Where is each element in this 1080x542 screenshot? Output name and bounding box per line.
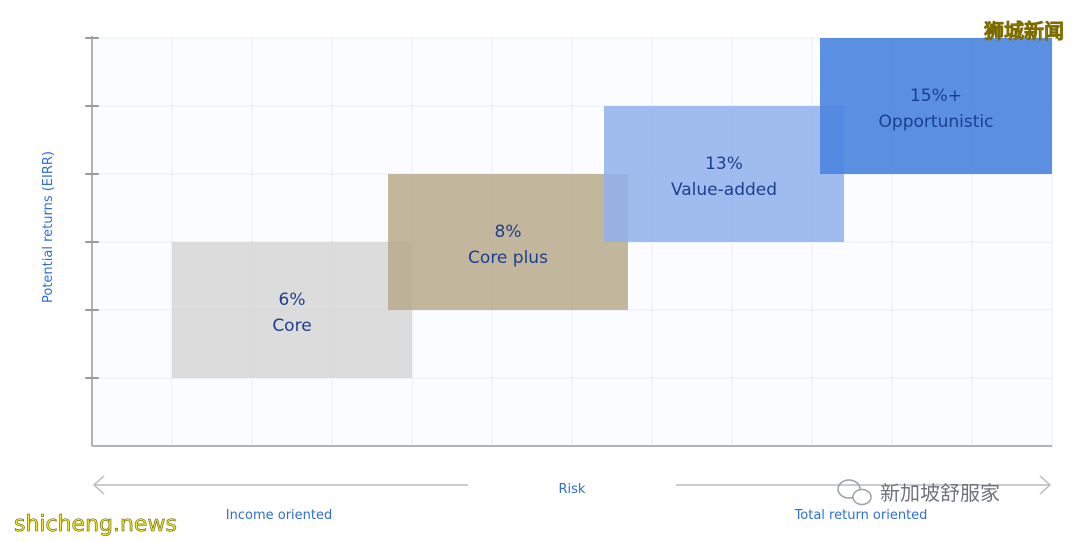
bar-label-name-value-added: Value-added bbox=[671, 180, 777, 200]
bar-core-plus bbox=[388, 174, 628, 310]
watermark-bottom-left: shicheng.news bbox=[14, 512, 177, 537]
bar-core bbox=[172, 242, 412, 378]
wechat-bubble-small bbox=[852, 488, 872, 506]
risk-arrow-right-head bbox=[1039, 475, 1052, 495]
axes bbox=[85, 36, 1052, 447]
x-axis-left-label: Income oriented bbox=[226, 508, 332, 523]
x-axis-right-label: Total return oriented bbox=[794, 508, 928, 523]
watermark-top-right: 狮城新闻 bbox=[984, 19, 1064, 43]
bars bbox=[172, 38, 1052, 378]
bar-value-added bbox=[604, 106, 844, 242]
bar-label-name-core: Core bbox=[272, 316, 311, 336]
box-labels: 6% Core 8% Core plus 13% Value-added 15%+ Oppor… bbox=[272, 86, 993, 336]
x-axis-label: Risk bbox=[559, 482, 586, 497]
bar-opportunistic bbox=[820, 38, 1052, 174]
bar-label-return-value-added: 13% bbox=[705, 154, 743, 174]
wechat-icon bbox=[837, 479, 872, 506]
risk-arrow-left-head bbox=[92, 475, 105, 495]
bar-label-name-opportunistic: Opportunistic bbox=[879, 112, 994, 132]
bar-label-return-opportunistic: 15%+ bbox=[910, 86, 962, 106]
bar-label-return-core: 6% bbox=[279, 290, 306, 310]
bar-label-return-core-plus: 8% bbox=[495, 222, 522, 242]
y-axis-label: Potential returns (EIRR) bbox=[41, 151, 56, 303]
watermark-wechat-account: 新加坡舒服家 bbox=[880, 481, 1000, 505]
bar-label-name-core-plus: Core plus bbox=[468, 248, 548, 268]
